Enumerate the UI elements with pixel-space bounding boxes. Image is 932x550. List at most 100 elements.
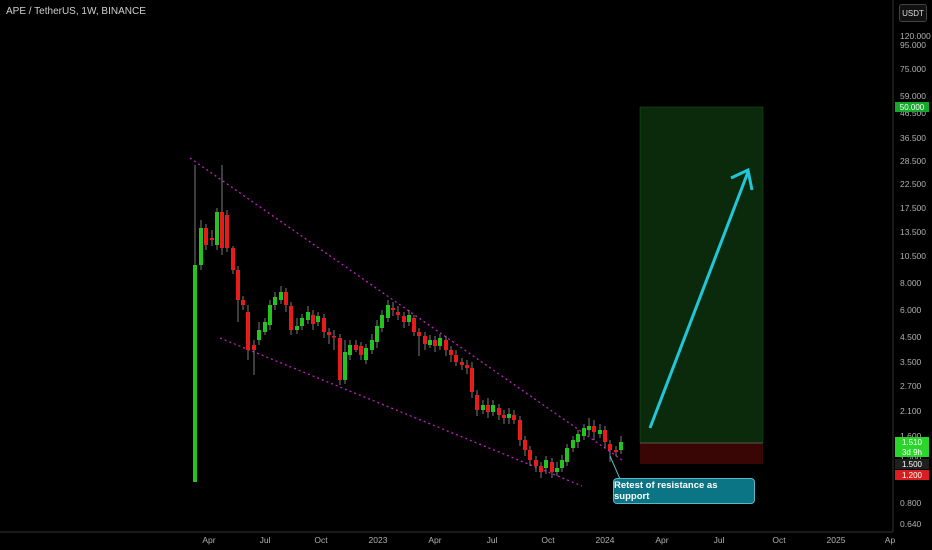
candle [512,410,516,424]
candle [354,340,358,352]
candle [460,358,464,370]
candle [491,400,495,416]
candle [544,456,548,474]
price-tick: 28.500 [900,156,926,166]
annotation-pointer [609,455,621,480]
time-axis[interactable]: Apr Jul Oct 2023 Apr Jul Oct 2024 Apr Jul Oct 2025 A… [202,535,895,545]
candle [322,314,326,338]
candle [316,312,320,326]
candle [343,340,347,384]
candle [576,430,580,448]
candle [348,340,352,360]
candle [449,346,453,362]
price-tick: 17.500 [900,203,926,213]
candle [311,310,315,330]
time-tick: Apr [202,535,215,545]
candle [289,302,293,335]
candle [375,320,379,348]
candle [273,292,277,310]
time-tick: 2023 [369,535,388,545]
price-tick: 0.800 [900,498,922,508]
price-tick: 46.500 [900,108,926,118]
candle [215,208,219,250]
candle [402,312,406,328]
candle [592,420,596,440]
price-tick: 120.000 [900,31,931,41]
time-tick: Jul [714,535,725,545]
countdown-label: 3d 9h [895,447,929,457]
candle [295,318,299,334]
candle [603,426,607,448]
candle [279,286,283,304]
candle [246,305,250,360]
candle [268,300,272,330]
price-tick: 13.500 [900,227,926,237]
time-tick: Apr [428,535,441,545]
price-tick: 59.000 [900,91,926,101]
price-tick: 10.500 [900,251,926,261]
candle [614,446,618,456]
candle [386,300,390,322]
candle [475,390,479,416]
support-trendline[interactable] [219,337,583,487]
candle [364,344,368,364]
projection-arrow[interactable] [648,167,754,429]
candle [370,334,374,354]
candle [454,350,458,366]
candle [497,404,501,420]
candle [284,288,288,312]
candle [481,400,485,414]
candles [193,165,623,482]
currency-button[interactable]: USDT [899,4,927,22]
time-tick: Oct [314,535,328,545]
candle [417,328,421,356]
candle [391,302,395,316]
candle [518,416,522,446]
candle [332,330,336,350]
time-tick: Apr [655,535,668,545]
candle [571,436,575,452]
candle [587,418,591,436]
price-tick: 36.500 [900,133,926,143]
candle [236,266,240,322]
candle [582,424,586,440]
time-tick: 2025 [827,535,846,545]
price-tick: 22.500 [900,179,926,189]
candle [359,342,363,360]
candle [619,436,623,454]
candle [528,446,532,466]
price-tick: 75.000 [900,64,926,74]
candle [598,424,602,438]
candle [257,322,261,345]
candle [338,334,342,385]
candle [380,310,384,332]
annotation-callout[interactable]: Retest of resistance as support [613,478,755,504]
target-zone[interactable] [639,106,764,444]
candle [555,462,559,476]
entry-price-label: 1.500 [895,459,929,469]
candle [539,462,543,478]
candle [225,210,229,252]
candle [534,456,538,472]
price-tick: 6.000 [900,305,922,315]
time-tick: Ap [885,535,896,545]
candle [438,334,442,350]
candle [210,230,214,246]
current-price-label: 1.510 [895,437,929,447]
candle [306,306,310,324]
candle [199,220,203,270]
price-tick: 2.700 [900,381,922,391]
candle [608,440,612,462]
candle [428,335,432,348]
time-tick: 2024 [596,535,615,545]
candle [565,444,569,466]
candle [523,436,527,456]
candle [423,332,427,350]
time-tick: Jul [260,535,271,545]
candle [560,455,564,472]
time-tick: Oct [772,535,786,545]
stop-zone[interactable] [640,443,763,464]
candle [252,340,256,375]
